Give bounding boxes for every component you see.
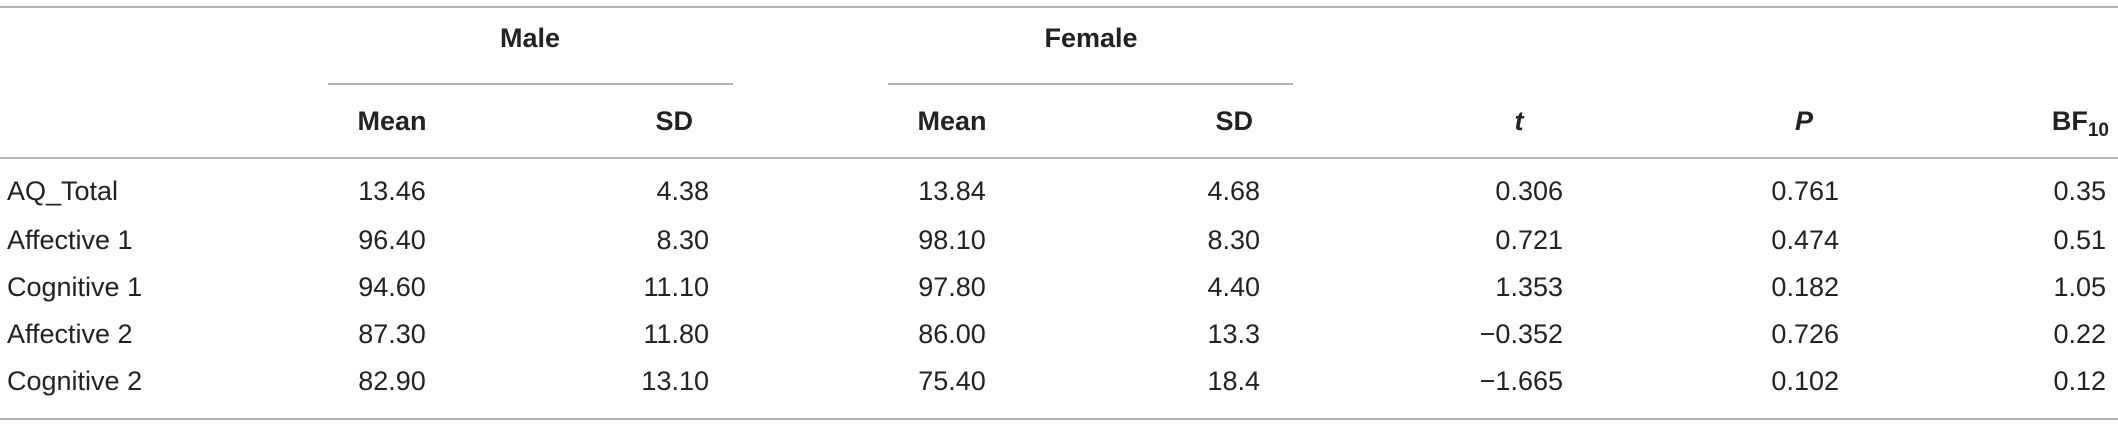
column-header: Mean [917,106,986,136]
cell: 87.30 [358,319,426,349]
cell: 4.40 [1207,272,1260,302]
group-header: Female [1044,23,1137,53]
cell: 82.90 [358,366,426,396]
cell: 1.353 [1495,272,1563,302]
cell: 96.40 [358,225,426,255]
cell: 0.306 [1495,176,1563,206]
column-header: SD [655,106,693,136]
cell: 13.3 [1207,319,1260,349]
cell: 0.761 [1771,176,1839,206]
cell: 0.35 [2053,176,2106,206]
cell: 0.474 [1771,225,1839,255]
cell: 0.182 [1771,272,1839,302]
cell: 0.726 [1771,319,1839,349]
column-header: BF10 [2052,106,2109,141]
group-header: Male [500,23,560,53]
cell: 94.60 [358,272,426,302]
column-header: t [1515,106,1525,136]
cell: 1.05 [2053,272,2106,302]
row-label: AQ_Total [7,176,118,206]
cell: 4.38 [656,176,709,206]
column-header-text: P [1795,106,1814,136]
column-header-text: SD [1215,106,1253,136]
column-header-text: Mean [357,106,426,136]
row-label: Cognitive 2 [7,366,142,396]
cell: 13.10 [641,366,709,396]
cell: 18.4 [1207,366,1260,396]
cell: 11.80 [643,319,709,349]
cell: 4.68 [1207,176,1260,206]
cell: 98.10 [918,225,986,255]
cell: 0.721 [1495,225,1563,255]
column-header-text: Mean [917,106,986,136]
cell: 0.22 [2053,319,2106,349]
cell: 11.10 [643,272,709,302]
column-header-text: SD [655,106,693,136]
cell: 8.30 [1207,225,1260,255]
cell: 13.46 [358,176,426,206]
cell: 75.40 [918,366,986,396]
cell: 0.102 [1771,366,1839,396]
cell: 0.12 [2053,366,2106,396]
column-header: Mean [357,106,426,136]
cell: 97.80 [918,272,986,302]
cell: 8.30 [656,225,709,255]
column-header-text: BF [2052,106,2088,136]
column-header: P [1795,106,1814,136]
row-label: Cognitive 1 [7,272,142,302]
cell: 13.84 [918,176,986,206]
cell: −0.352 [1480,319,1563,349]
row-label: Affective 2 [7,319,133,349]
row-label: Affective 1 [7,225,133,255]
column-header-subscript: 10 [2088,120,2109,141]
cell: −1.665 [1480,366,1563,396]
column-header: SD [1215,106,1253,136]
column-header-text: t [1515,106,1525,136]
cell: 0.51 [2053,225,2106,255]
cell: 86.00 [918,319,986,349]
